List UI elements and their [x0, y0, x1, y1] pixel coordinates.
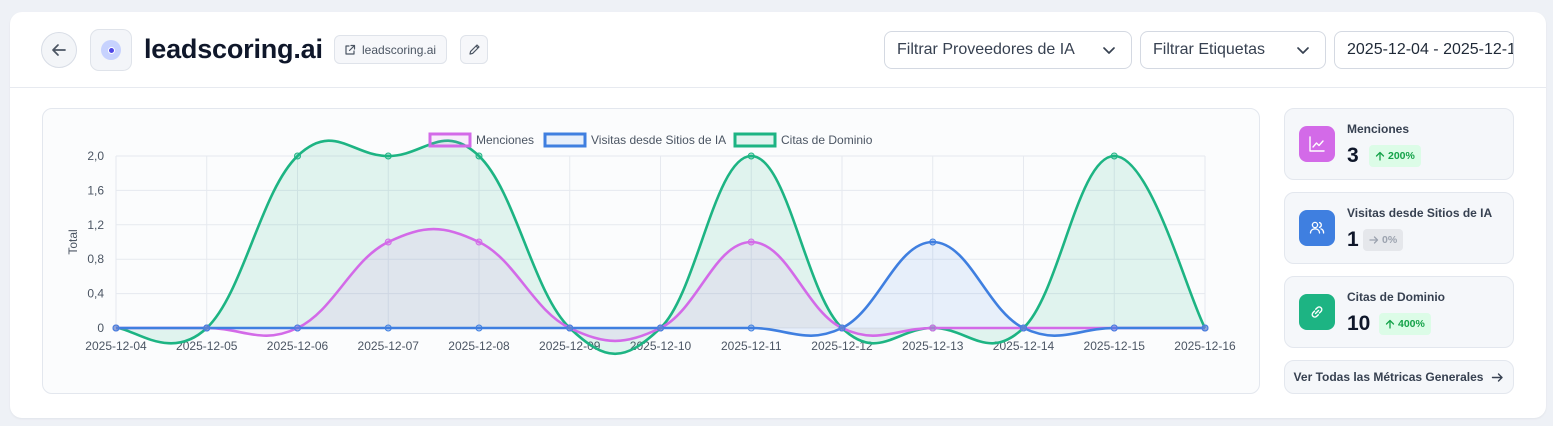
metric-card-citas[interactable]: Citas de Dominio 10 400% [1284, 276, 1514, 348]
x-tick-label: 2025-12-08 [448, 339, 510, 353]
data-point [838, 324, 846, 332]
metric-label: Visitas desde Sitios de IA [1347, 206, 1493, 220]
x-tick-label: 2025-12-11 [721, 339, 782, 353]
x-tick-label: 2025-12-12 [811, 339, 873, 353]
dashboard-card: leadscoring.ai leadscoring.ai Filtrar Pr… [10, 12, 1546, 418]
page-title: leadscoring.ai [144, 34, 323, 64]
filter-tags-label: Filtrar Etiquetas [1153, 41, 1266, 58]
line-chart: 2,0 1,6 1,2 0,8 0,4 0 2025-12-04 2025-12-05 2025… [66, 132, 1236, 355]
data-point [929, 238, 937, 246]
x-tick-label: 2025-12-05 [176, 339, 238, 353]
y-tick-label: 0,8 [87, 252, 104, 266]
domain-link-label: leadscoring.ai [362, 42, 437, 57]
data-point [475, 324, 483, 332]
data-point [657, 324, 664, 332]
filter-tags-select[interactable]: Filtrar Etiquetas [1140, 31, 1326, 69]
data-point [203, 324, 211, 332]
series-line-2 [115, 139, 1207, 355]
x-tick-label: 2025-12-07 [358, 339, 420, 353]
series-area-0 [116, 229, 1205, 341]
domain-link[interactable]: leadscoring.ai [334, 35, 448, 64]
arrow-right-icon [1492, 372, 1504, 382]
metric-card-menciones[interactable]: Menciones 3 200% [1284, 108, 1514, 180]
series-area-1 [116, 242, 1205, 336]
edit-button[interactable] [460, 35, 488, 64]
trending-chart-icon [1299, 126, 1335, 162]
legend-swatch [543, 132, 587, 148]
x-tick-label: 2025-12-04 [85, 339, 147, 353]
metric-value: 3 [1347, 144, 1359, 167]
data-point [384, 324, 392, 332]
y-axis-label: Total [66, 229, 80, 254]
x-tick-label: 2025-12-15 [1084, 339, 1146, 353]
page-header: leadscoring.ai leadscoring.ai Filtrar Pr… [10, 12, 1546, 88]
metric-change-badge: 400% [1379, 313, 1431, 335]
data-point [1110, 152, 1118, 160]
chart-panel: 2,0 1,6 1,2 0,8 0,4 0 2025-12-04 2025-12-05 2025… [42, 108, 1260, 394]
chevron-down-icon [1103, 47, 1115, 54]
data-point [294, 152, 301, 160]
legend-label: Menciones [476, 133, 534, 147]
x-tick-label: 2025-12-06 [267, 339, 329, 353]
gear-icon [101, 40, 121, 60]
data-point [112, 324, 120, 332]
series-area-2 [116, 140, 1205, 354]
date-range-input[interactable]: 2025-12-04 - 2025-12-16 [1334, 31, 1514, 69]
x-tick-label: 2025-12-13 [902, 339, 964, 353]
data-point [294, 324, 301, 332]
link-icon [1299, 294, 1335, 330]
x-tick-label: 2025-12-14 [993, 339, 1055, 353]
data-point [1110, 324, 1118, 332]
back-button[interactable] [41, 32, 77, 68]
metric-label: Menciones [1347, 122, 1410, 136]
filter-providers-label: Filtrar Proveedores de IA [897, 41, 1075, 58]
metric-value: 1 [1347, 228, 1359, 251]
metric-label: Citas de Dominio [1347, 290, 1446, 304]
y-tick-label: 0 [97, 321, 104, 335]
data-point [475, 238, 483, 246]
data-point [1020, 324, 1027, 332]
view-all-metrics-button[interactable]: Ver Todas las Métricas Generales [1284, 360, 1514, 394]
arrow-up-icon [1385, 319, 1395, 329]
data-point [1201, 324, 1209, 332]
y-tick-label: 2,0 [87, 149, 104, 163]
y-tick-label: 0,4 [87, 287, 104, 301]
data-point [475, 152, 483, 160]
metric-change-badge: 0% [1363, 229, 1404, 251]
data-point [747, 324, 755, 332]
pencil-icon [468, 44, 480, 55]
data-point [384, 152, 392, 160]
y-tick-label: 1,6 [87, 183, 104, 197]
metric-card-visitas[interactable]: Visitas desde Sitios de IA 1 0% [1284, 192, 1514, 264]
data-point [747, 238, 755, 246]
filter-providers-select[interactable]: Filtrar Proveedores de IA [884, 31, 1132, 69]
chevron-down-icon [1297, 47, 1309, 54]
y-tick-label: 1,2 [87, 218, 104, 232]
legend-label: Visitas desde Sitios de IA [591, 133, 726, 147]
arrow-up-icon [1375, 151, 1385, 161]
legend-label: Citas de Dominio [781, 133, 873, 147]
legend-swatch [733, 132, 777, 148]
metric-change-badge: 200% [1369, 145, 1421, 167]
users-icon [1299, 210, 1335, 246]
view-all-metrics-label: Ver Todas las Métricas Generales [1293, 370, 1484, 384]
arrow-right-icon [1369, 236, 1379, 244]
legend-swatch [428, 132, 472, 148]
data-point [929, 324, 937, 332]
metric-value: 10 [1347, 312, 1371, 335]
x-tick-label: 2025-12-16 [1174, 339, 1236, 353]
series-line-1 [115, 240, 1205, 337]
data-point [747, 152, 755, 160]
data-point [384, 238, 392, 246]
arrow-left-icon [52, 44, 66, 56]
data-point [566, 324, 574, 332]
external-link-icon [345, 44, 356, 55]
brand-logo [90, 29, 132, 71]
